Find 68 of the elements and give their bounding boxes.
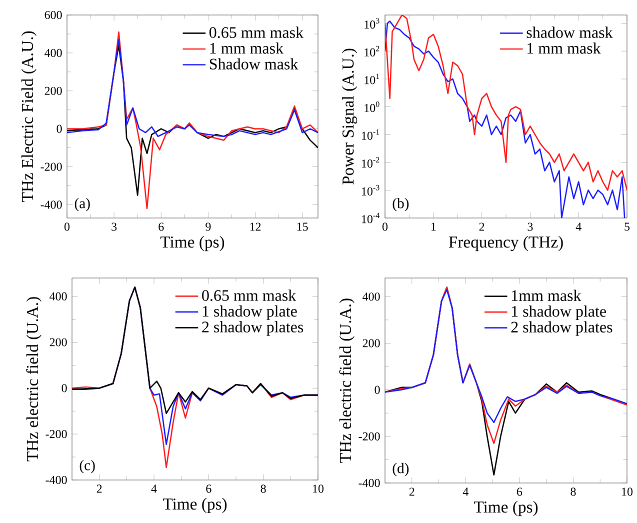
x-tick-label: 2 xyxy=(409,488,414,496)
legend-label: 0.65 mm mask xyxy=(209,26,304,38)
y-tick-label: -200 xyxy=(46,430,67,438)
x-tick-label: 1 xyxy=(431,222,436,231)
x-tick-label: 4 xyxy=(151,484,157,493)
x-axis-title: Time (ps) xyxy=(474,500,538,516)
y-tick-label: 10$^{-3}$ xyxy=(362,184,380,196)
legend-label: 0.65 mm mask xyxy=(202,290,296,301)
y-tick-label: 200 xyxy=(362,339,380,348)
y-tick-label: 0 xyxy=(374,386,380,394)
y-tick-label: 10$^{0}$ xyxy=(364,101,380,112)
x-tick-label: 2 xyxy=(96,484,102,493)
y-tick-label: 0 xyxy=(62,384,67,392)
x-tick-label: 6 xyxy=(516,488,522,496)
x-tick-label: 10 xyxy=(313,484,324,493)
x-axis-title: Time (ps) xyxy=(160,236,224,252)
x-axis-title: Time (ps) xyxy=(162,498,227,514)
y-tick-label: 400 xyxy=(50,292,67,300)
y-tick-label: 200 xyxy=(44,86,62,95)
legend-label: 1 mm mask xyxy=(210,42,284,54)
y-tick-label: 10$^{-2}$ xyxy=(362,157,380,168)
x-tick-label: 10 xyxy=(622,488,633,496)
y-tick-label: 0 xyxy=(56,124,62,133)
y-tick-label: 200 xyxy=(50,338,67,346)
y-tick-label: -200 xyxy=(40,162,62,171)
y-tick-label: 10$^{2}$ xyxy=(364,46,380,56)
x-tick-label: 0 xyxy=(382,222,388,231)
annotation: (c) xyxy=(80,460,95,474)
x-tick-label: 2 xyxy=(479,222,484,231)
legend-label: Shadow mask xyxy=(210,58,298,70)
y-tick-label: 600 xyxy=(44,10,62,20)
x-tick-label: 3 xyxy=(112,222,117,231)
legend-label: 1 mm mask xyxy=(528,42,601,54)
y-tick-label: -400 xyxy=(46,476,67,484)
y-tick-label: 10$^{-4}$ xyxy=(362,212,380,224)
x-tick-label: 9 xyxy=(206,222,211,231)
x-tick-label: 15 xyxy=(297,222,308,231)
y-axis-title: THz Electric Field (A.U.) xyxy=(21,31,36,202)
x-tick-label: 12 xyxy=(250,222,261,231)
x-tick-label: 5 xyxy=(624,222,630,231)
legend-label: 1 shadow plate xyxy=(202,305,297,320)
y-tick-label: -400 xyxy=(358,478,380,488)
y-tick-label: 400 xyxy=(362,292,380,301)
y-tick-label: -200 xyxy=(358,432,380,440)
y-axis-title: THz electric field (U.A.) xyxy=(26,297,42,462)
x-tick-label: 8 xyxy=(260,484,266,493)
legend-label: shadow mask xyxy=(526,26,613,38)
y-tick-label: 10$^{1}$ xyxy=(364,74,380,84)
y-axis-title: THz electric field (U.A.) xyxy=(339,298,354,463)
x-tick-label: 6 xyxy=(206,484,212,493)
y-tick-label: 400 xyxy=(44,48,62,57)
y-axis-title: Power Signal (A.U.) xyxy=(342,48,358,185)
y-tick-label: -400 xyxy=(40,200,62,209)
x-tick-label: 8 xyxy=(570,488,576,496)
y-tick-label: 10$^{-1}$ xyxy=(362,129,380,140)
annotation: (d) xyxy=(392,462,409,476)
y-tick-label: 10$^{3}$ xyxy=(364,18,380,29)
legend-label: 1 shadow plate xyxy=(512,306,606,320)
annotation: (a) xyxy=(74,198,90,212)
annotation: (b) xyxy=(392,198,409,212)
x-axis-title: Frequency (THz) xyxy=(448,236,563,252)
x-tick-label: 6 xyxy=(158,222,164,231)
x-tick-label: 4 xyxy=(576,222,582,231)
legend-label: 2 shadow plates xyxy=(511,321,612,336)
legend-label: 2 shadow plates xyxy=(202,321,304,336)
legend-label: 1mm mask xyxy=(512,290,582,301)
x-tick-label: 4 xyxy=(462,488,468,496)
x-tick-label: 3 xyxy=(528,222,533,231)
